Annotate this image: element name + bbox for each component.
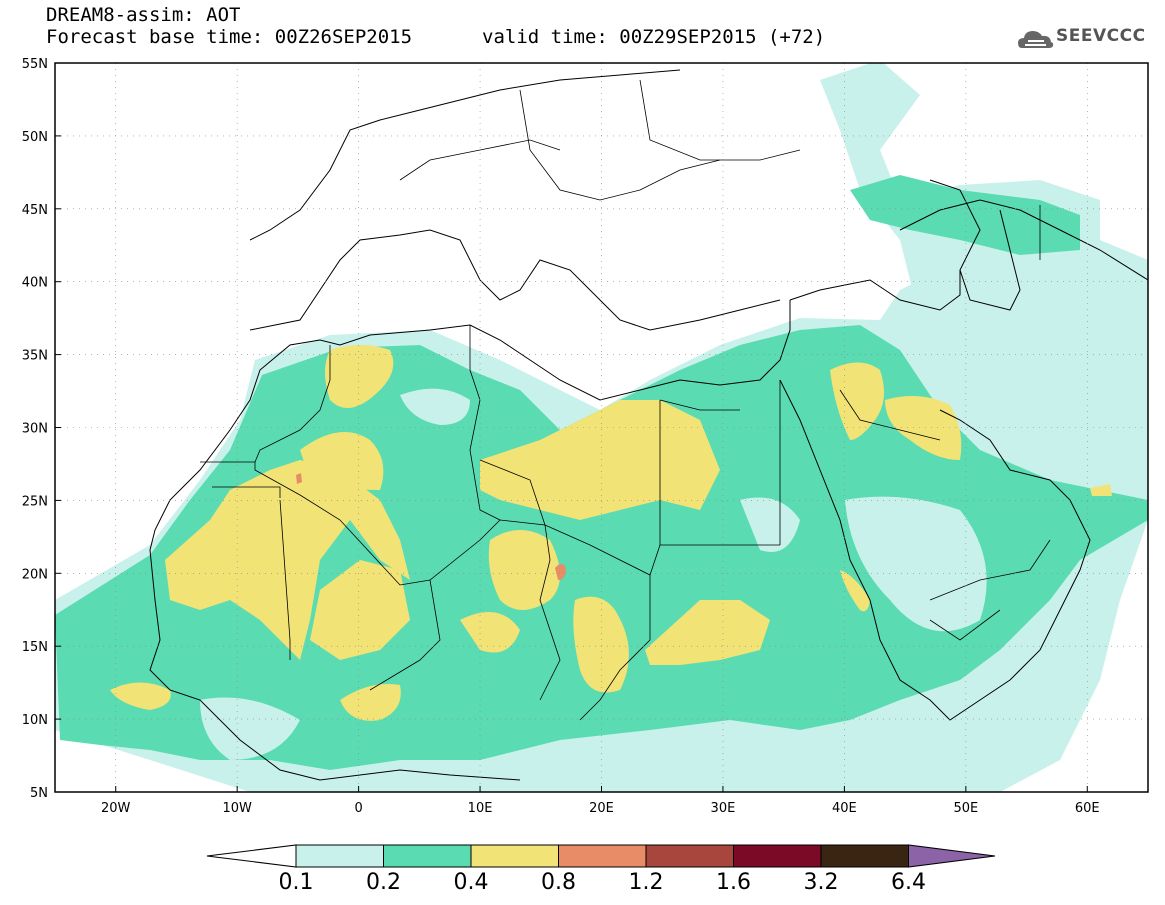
lon-tick-label: 10E bbox=[468, 801, 493, 816]
colorbar bbox=[206, 844, 996, 868]
valid-time: valid time: 00Z29SEP2015 (+72) bbox=[482, 26, 826, 48]
lat-axis: 55N 50N 45N 40N 35N 30N 25N 20N 15N 10N 5N bbox=[22, 57, 61, 801]
lon-tick-label: 40E bbox=[832, 801, 857, 816]
lon-tick-label: 20W bbox=[101, 801, 131, 816]
aot-field bbox=[55, 63, 1148, 792]
colorbar-segment bbox=[383, 844, 472, 868]
lat-tick-label: 40N bbox=[22, 276, 48, 291]
cloud-logo-icon bbox=[1018, 31, 1054, 48]
lon-axis: 20W 10W 0 10E 20E 30E 40E 50E 60E bbox=[101, 786, 1100, 816]
logo-text: SEEVCCC bbox=[1056, 26, 1146, 46]
lon-tick-label: 10W bbox=[222, 801, 252, 816]
colorbar-segment bbox=[820, 844, 909, 868]
map-title: DREAM8-assim: AOT bbox=[46, 4, 241, 26]
lat-tick-label: 20N bbox=[22, 567, 48, 582]
lat-tick-label: 15N bbox=[22, 640, 48, 655]
colorbar-segment bbox=[733, 844, 822, 868]
colorbar-label: 6.4 bbox=[891, 870, 926, 895]
coastlines bbox=[149, 69, 1148, 781]
colorbar-segment bbox=[558, 844, 647, 868]
colorbar-under-arrow bbox=[206, 844, 297, 868]
country-borders bbox=[200, 79, 1051, 721]
lat-tick-label: 5N bbox=[30, 786, 48, 801]
lon-tick-label: 50E bbox=[953, 801, 978, 816]
lat-tick-label: 45N bbox=[22, 203, 48, 218]
lat-tick-label: 30N bbox=[22, 422, 48, 437]
lat-tick-label: 55N bbox=[22, 57, 48, 72]
lon-tick-label: 60E bbox=[1075, 801, 1100, 816]
lat-tick-label: 25N bbox=[22, 494, 48, 509]
colorbar-segment bbox=[470, 844, 559, 868]
forecast-base-time: Forecast base time: 00Z26SEP2015 bbox=[46, 26, 413, 48]
lat-tick-label: 10N bbox=[22, 713, 48, 728]
colorbar-segment bbox=[295, 844, 384, 868]
colorbar-label: 3.2 bbox=[803, 870, 839, 895]
grid-lines bbox=[55, 63, 1148, 792]
lat-tick-label: 35N bbox=[22, 349, 48, 364]
colorbar-over-arrow bbox=[908, 844, 996, 868]
colorbar-segment bbox=[645, 844, 734, 868]
aot-band-0.8 bbox=[296, 473, 566, 580]
colorbar-label: 1.2 bbox=[628, 870, 664, 895]
lon-tick-label: 20E bbox=[589, 801, 614, 816]
colorbar-label: 0.1 bbox=[278, 870, 314, 895]
lon-tick-label: 30E bbox=[711, 801, 736, 816]
lat-tick-label: 50N bbox=[22, 130, 48, 145]
colorbar-label: 1.6 bbox=[716, 870, 751, 895]
lon-tick-label: 0 bbox=[354, 801, 362, 816]
colorbar-label: 0.2 bbox=[366, 870, 401, 895]
colorbar-label: 0.4 bbox=[453, 870, 489, 895]
colorbar-label: 0.8 bbox=[541, 870, 576, 895]
